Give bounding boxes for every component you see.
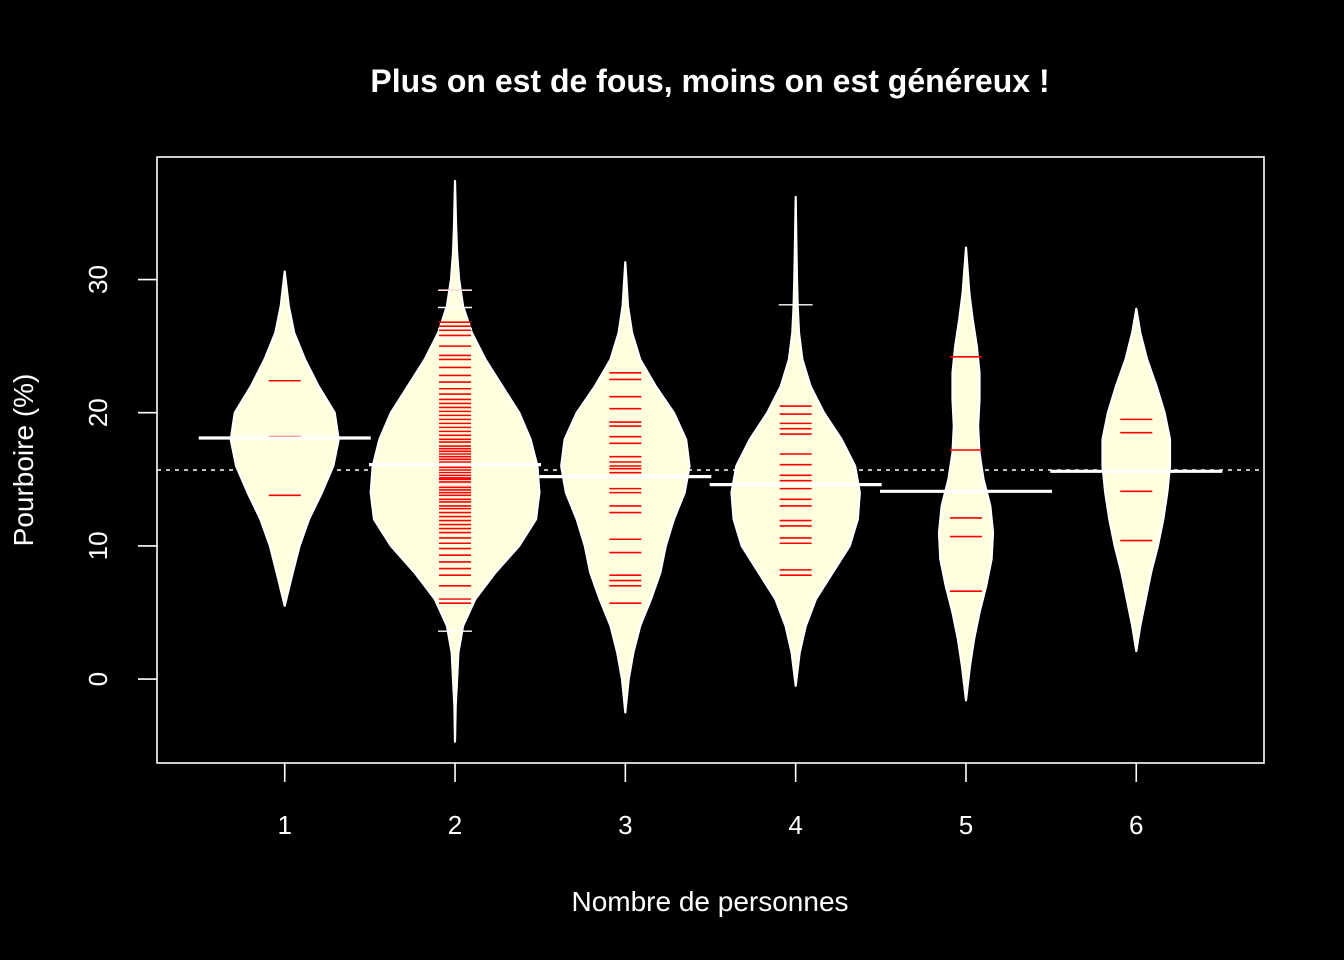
y-tick-label-10: 10 bbox=[83, 531, 113, 560]
x-tick-label-5: 5 bbox=[959, 810, 973, 840]
x-axis-label: Nombre de personnes bbox=[571, 886, 848, 917]
y-tick-label-0: 0 bbox=[83, 672, 113, 686]
bean-shape-6 bbox=[1101, 307, 1172, 653]
plot-area bbox=[157, 179, 1264, 743]
plot-frame bbox=[156, 156, 1265, 764]
x-tick-label-6: 6 bbox=[1129, 810, 1143, 840]
x-tick-label-3: 3 bbox=[618, 810, 632, 840]
bean-group-3 bbox=[539, 261, 712, 714]
y-tick-label-30: 30 bbox=[83, 265, 113, 294]
bean-shape-4 bbox=[730, 195, 861, 687]
bean-group-6 bbox=[1050, 307, 1223, 653]
bean-group-2 bbox=[369, 179, 542, 743]
chart-title: Plus on est de fous, moins on est génére… bbox=[370, 63, 1049, 99]
x-tick-label-2: 2 bbox=[448, 810, 462, 840]
x-tick-label-4: 4 bbox=[788, 810, 802, 840]
bean-group-4 bbox=[709, 195, 882, 687]
bean-shape-5 bbox=[937, 246, 995, 702]
bean-group-1 bbox=[198, 270, 371, 607]
y-axis-label: Pourboire (%) bbox=[8, 374, 39, 547]
bean-group-5 bbox=[879, 246, 1052, 702]
x-tick-label-1: 1 bbox=[277, 810, 291, 840]
bean-shape-3 bbox=[560, 261, 691, 714]
y-tick-label-20: 20 bbox=[83, 398, 113, 427]
